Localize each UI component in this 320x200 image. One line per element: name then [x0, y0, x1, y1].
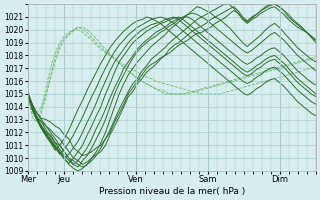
X-axis label: Pression niveau de la mer( hPa ): Pression niveau de la mer( hPa ) [99, 187, 245, 196]
